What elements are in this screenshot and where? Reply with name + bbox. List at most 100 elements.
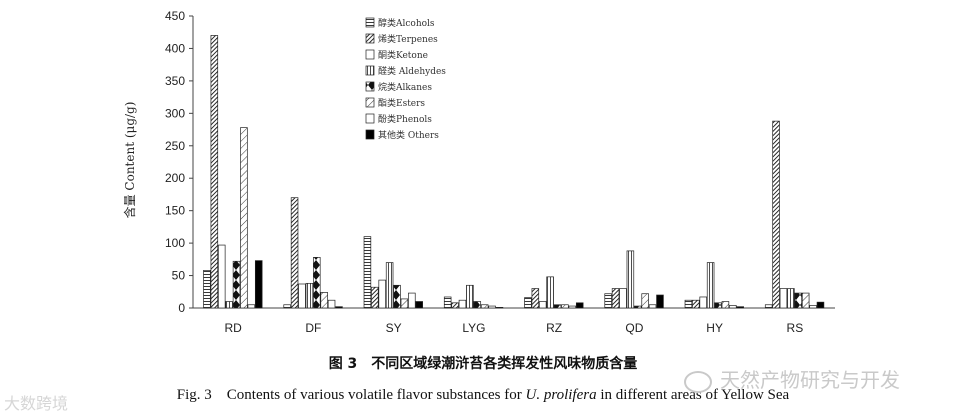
bar-lyg-series-5: [473, 301, 482, 309]
bar-rz-series-2: [531, 288, 540, 309]
bar-rs-series-3: [779, 288, 788, 309]
legend-label: 醇类Alcohols: [378, 17, 435, 29]
legend-label: 酯类Esters: [378, 97, 425, 109]
bar-df-series-2: [290, 197, 299, 309]
bar-lyg-series-8: [495, 307, 504, 309]
y-tick-label: 50: [172, 269, 186, 283]
legend-swatch: [365, 129, 375, 140]
y-axis-label: 含量 Content (μg/g): [122, 102, 137, 219]
y-tick-label: 450: [165, 9, 185, 23]
legend: 醇类Alcohols 烯类Terpenes 酮类Ketone 醛类 Aldehydes…: [365, 17, 446, 141]
bar-df-series-4: [305, 282, 314, 309]
bar-hy-series-4: [706, 262, 715, 309]
bar-sy-series-8: [415, 301, 423, 309]
bar-lyg-series-4: [466, 284, 474, 309]
bar-chart: 含量 Content (μg/g) 0 50 100 150 200 250 300 350 4…: [122, 9, 835, 335]
bar-qd-series-7: [648, 304, 657, 309]
watermark-left-text: 大数跨境: [4, 394, 69, 413]
caption-english-prefix: Fig. 3 Contents of various volatile flav…: [176, 387, 526, 403]
bar-hy-series-8: [736, 306, 744, 309]
bar-df-series-7: [327, 299, 336, 309]
legend-label: 醛类 Aldehydes: [378, 65, 446, 77]
bar-rz-series-6: [561, 304, 569, 309]
x-tick-label: QD: [625, 321, 643, 335]
bar-lyg-series-7: [488, 305, 496, 309]
legend-label: 其他类 Others: [378, 129, 439, 141]
bar-lyg-series-3: [458, 299, 467, 309]
bar-rd-series-1: [203, 270, 211, 309]
bar-rs-series-5: [794, 292, 803, 309]
bar-qd-series-8: [656, 294, 664, 309]
bar-sy-series-4: [385, 262, 394, 309]
bar-qd-series-2: [611, 288, 620, 309]
bar-rz-series-4: [546, 276, 554, 309]
bar-rd-series-3: [217, 244, 226, 309]
y-tick-label: 0: [178, 301, 185, 315]
bar-hy-series-5: [714, 302, 722, 309]
y-tick-label: 300: [165, 106, 185, 120]
y-tick-label: 200: [165, 171, 185, 185]
bar-rs-series-6: [801, 292, 810, 309]
x-tick-label: RD: [224, 321, 242, 335]
legend-swatch: [365, 65, 375, 76]
legend-swatch: [365, 81, 375, 92]
bar-rz-series-5: [553, 304, 562, 309]
bar-sy-series-5: [393, 284, 401, 309]
bars: [203, 35, 825, 309]
x-tick-label: DF: [305, 321, 321, 335]
bar-df-series-8: [335, 306, 343, 309]
legend-swatch: [365, 17, 375, 28]
y-tick-label: 150: [165, 204, 185, 218]
bar-rd-series-2: [210, 35, 219, 309]
legend-label: 烷类Alkanes: [378, 81, 432, 93]
caption-english: Fig. 3 Contents of various volatile flav…: [0, 383, 966, 404]
legend-swatch: [365, 33, 375, 44]
bar-rs-series-4: [787, 288, 795, 309]
caption-chinese: 图 3 不同区域绿潮浒苔各类挥发性风味物质含量: [328, 356, 638, 372]
y-tick-label: 250: [165, 139, 185, 153]
legend-swatch: [365, 113, 375, 124]
bar-rz-series-7: [568, 305, 577, 309]
bar-hy-series-6: [721, 301, 730, 309]
bar-lyg-series-1: [443, 296, 452, 309]
bar-qd-series-4: [626, 250, 635, 309]
watermark-right-text: 天然产物研究与开发: [720, 368, 900, 392]
bar-df-series-6: [320, 292, 328, 309]
bar-qd-series-5: [634, 305, 642, 309]
bar-lyg-series-2: [451, 302, 459, 309]
legend-label: 烯类Terpenes: [378, 33, 438, 45]
bar-qd-series-1: [604, 293, 612, 309]
bar-qd-series-3: [619, 288, 627, 309]
legend-swatch: [365, 97, 375, 108]
bar-rd-series-5: [232, 260, 241, 309]
y-tick-label: 350: [165, 74, 185, 88]
caption-english-suffix: in different areas of Yellow Sea: [596, 387, 790, 403]
bar-rs-series-8: [816, 301, 825, 309]
y-axis: 0 50 100 150 200 250 300 350 400 450: [165, 9, 194, 315]
bar-rz-series-8: [575, 302, 584, 309]
wechat-icon: [684, 370, 712, 393]
bar-qd-series-6: [641, 293, 649, 309]
bar-rz-series-1: [524, 297, 532, 309]
bar-df-series-3: [298, 283, 306, 309]
bar-hy-series-1: [684, 299, 693, 309]
bar-sy-series-2: [371, 286, 379, 309]
y-tick-label: 100: [165, 236, 185, 250]
bar-rs-series-7: [809, 305, 817, 309]
bar-rd-series-6: [240, 127, 248, 309]
y-tick-label: 400: [165, 41, 185, 55]
x-tick-label: LYG: [462, 321, 485, 335]
bar-rz-series-3: [538, 301, 547, 309]
bar-sy-series-3: [378, 279, 386, 309]
bar-hy-series-2: [692, 299, 700, 309]
x-tick-label: SY: [386, 321, 402, 335]
bar-rs-series-1: [764, 304, 773, 309]
bar-sy-series-1: [363, 236, 372, 309]
bar-rs-series-2: [772, 120, 780, 309]
bar-rd-series-8: [254, 260, 263, 309]
bar-lyg-series-6: [480, 304, 489, 309]
caption-english-species: U. prolifera: [525, 387, 597, 403]
watermark-right: 天然产物研究与开发: [684, 364, 900, 393]
bar-df-series-5: [313, 257, 321, 309]
bar-rd-series-7: [247, 304, 256, 309]
